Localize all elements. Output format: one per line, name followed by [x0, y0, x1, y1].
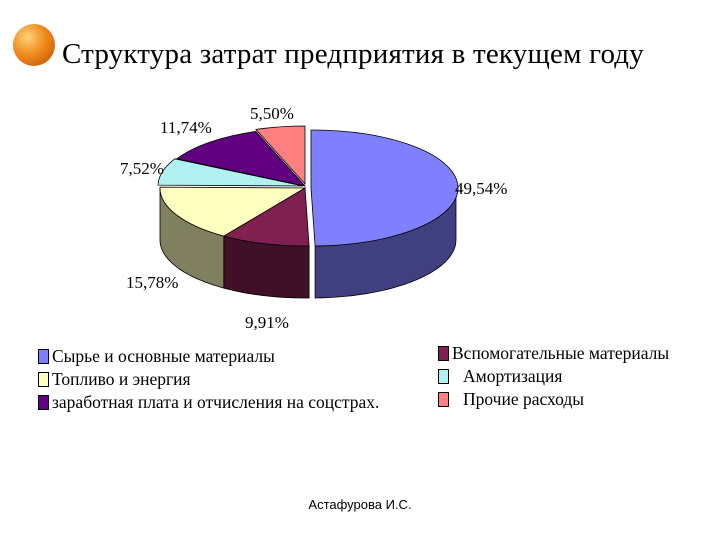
pie-data-label: 5,50%	[250, 104, 294, 123]
pie-data-label: 7,52%	[120, 159, 164, 178]
legend-label: Прочие расходы	[463, 389, 585, 409]
legend-label: Топливо и энергия	[52, 369, 191, 389]
legend-item: Амортизация	[438, 365, 669, 388]
pie-chart: 49,54% 9,91% 15,78% 7,52% 11,74% 5,50%	[120, 104, 507, 332]
slide-title: Структура затрат предприятия в текущем г…	[62, 38, 644, 70]
pie-slice	[222, 187, 310, 247]
legend-swatch	[38, 395, 49, 410]
legend-swatch	[38, 372, 49, 387]
legend-label: Сырье и основные материалы	[52, 346, 275, 366]
legend-left: Сырье и основные материалы Топливо и эне…	[38, 345, 379, 414]
title-bullet-icon	[13, 24, 55, 66]
legend-item: Топливо и энергия	[38, 368, 379, 391]
legend-swatch	[438, 346, 449, 361]
legend-swatch	[438, 392, 449, 407]
legend-label: заработная плата и отчисления на соцстра…	[52, 392, 380, 412]
legend-item: Прочие расходы	[438, 388, 669, 411]
pie-slice	[159, 186, 307, 237]
legend-swatch	[38, 349, 49, 364]
legend-label: Вспомогательные материалы	[452, 343, 670, 363]
pie-data-label: 49,54%	[455, 179, 507, 198]
pie-data-label: 15,78%	[126, 273, 178, 292]
footer-author: Астафурова И.С.	[308, 497, 412, 512]
pie-slice	[157, 158, 304, 187]
pie-slice	[175, 130, 307, 187]
pie-slice	[310, 129, 459, 247]
legend-item: Сырье и основные материалы	[38, 345, 379, 368]
legend-right: Вспомогательные материалы Амортизация Пр…	[438, 342, 669, 411]
pie-slice	[255, 125, 306, 186]
legend-item: заработная плата и отчисления на соцстра…	[38, 391, 379, 414]
legend-swatch	[438, 369, 449, 384]
legend-label: Амортизация	[463, 366, 563, 386]
legend-item: Вспомогательные материалы	[438, 342, 669, 365]
pie-data-label: 9,91%	[245, 313, 289, 332]
pie-data-label: 11,74%	[160, 118, 212, 137]
